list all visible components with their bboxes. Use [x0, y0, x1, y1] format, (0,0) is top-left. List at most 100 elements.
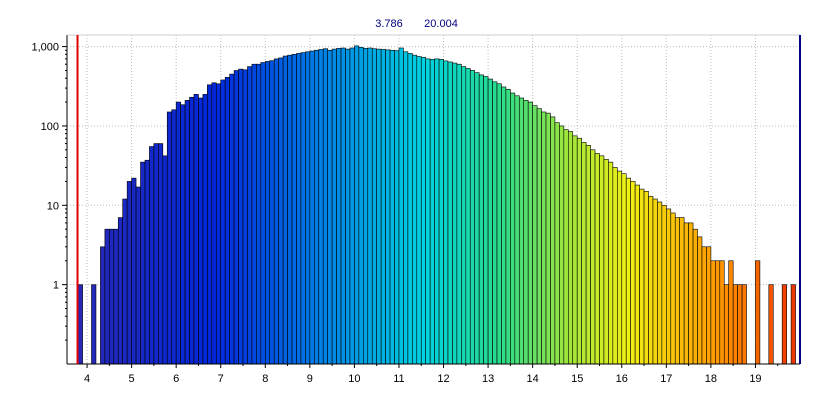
- histogram-bar: [617, 170, 623, 365]
- histogram-bar: [634, 184, 640, 365]
- histogram-bar: [278, 57, 284, 365]
- histogram-bar: [567, 131, 574, 365]
- histogram-bar: [122, 198, 128, 365]
- histogram-bar: [198, 97, 204, 365]
- histogram-bar: [572, 135, 578, 365]
- histogram-bar: [331, 48, 337, 365]
- histogram-bar: [594, 153, 600, 365]
- histogram-bar: [273, 58, 279, 365]
- histogram-bar: [144, 159, 150, 365]
- histogram-bar: [313, 49, 320, 365]
- histogram-bar: [166, 111, 173, 365]
- histogram-bar: [527, 101, 533, 365]
- range-max-label: 20.004: [424, 18, 458, 30]
- histogram-bar: [291, 53, 297, 365]
- histogram-bar: [755, 260, 761, 365]
- histogram-bar: [207, 84, 213, 365]
- x-tick-label: 18: [705, 373, 717, 385]
- histogram-bar: [523, 100, 529, 365]
- x-tick-label: 10: [348, 373, 360, 385]
- x-axis-ticks: 4 5 6 7 8 9 10 11 12 13 14 15 16 17 18 19: [84, 364, 779, 385]
- histogram-bar: [77, 284, 83, 365]
- histogram-bar: [728, 260, 734, 365]
- histogram-bar: [639, 188, 645, 365]
- histogram-bar: [135, 186, 141, 365]
- histogram-bar: [781, 284, 787, 365]
- histogram-bar: [741, 284, 747, 365]
- histogram-bar: [496, 83, 502, 365]
- histogram-bar: [576, 137, 582, 365]
- histogram-bar: [599, 155, 605, 365]
- histogram-bar: [175, 101, 181, 365]
- histogram-bar: [367, 47, 373, 365]
- histogram-bar: [532, 105, 538, 365]
- y-tick-label: 100: [41, 121, 59, 133]
- histogram-bar: [581, 142, 587, 365]
- histogram-bar: [220, 79, 226, 365]
- histogram-bar: [737, 284, 743, 365]
- histogram-bar: [363, 48, 369, 365]
- histogram-bar: [648, 195, 654, 365]
- histogram-bar: [625, 177, 631, 365]
- x-tick-label: 12: [437, 373, 449, 385]
- histogram-bar: [612, 167, 618, 365]
- histogram-bar: [715, 260, 721, 365]
- histogram-bar: [692, 228, 698, 365]
- histogram-bar: [189, 96, 195, 365]
- histogram-bar: [688, 222, 694, 365]
- histogram-bar: [438, 59, 444, 365]
- range-min-label: 3.786: [375, 18, 403, 30]
- histogram-bar: [674, 217, 680, 365]
- histogram-bar: [465, 68, 471, 365]
- histogram-bar: [318, 49, 324, 365]
- histogram-bar: [732, 284, 738, 365]
- histogram-bar: [701, 246, 707, 365]
- histogram-bar: [309, 50, 315, 365]
- histogram-bar: [305, 51, 311, 365]
- histogram-bar: [621, 173, 627, 365]
- histogram-bar: [251, 63, 257, 365]
- histogram-bar: [541, 111, 547, 365]
- x-tick-label: 11: [393, 373, 404, 385]
- histogram-bar: [358, 46, 364, 365]
- histogram-bar: [371, 48, 377, 365]
- histogram-bar: [398, 47, 404, 365]
- histogram-bar: [91, 284, 97, 365]
- histogram-bar: [126, 181, 132, 365]
- histogram-bar: [180, 104, 186, 365]
- histogram-bar: [483, 76, 489, 365]
- histogram-bar: [710, 260, 716, 365]
- histogram-bar: [661, 205, 667, 365]
- histogram-bar: [269, 60, 275, 365]
- histogram-bar: [603, 158, 609, 365]
- histogram-bar: [643, 191, 649, 365]
- x-tick-label: 7: [218, 373, 224, 385]
- histogram-bar: [679, 217, 685, 365]
- histogram-bar: [768, 284, 774, 365]
- histogram-bar: [140, 161, 146, 365]
- histogram-bar: [412, 54, 418, 365]
- histogram-bar: [109, 228, 115, 365]
- histogram-bar: [233, 70, 239, 365]
- histogram-bar: [559, 125, 565, 365]
- histogram-bar: [264, 61, 271, 365]
- histogram-bar: [670, 212, 676, 365]
- histogram-bar: [550, 116, 556, 365]
- plot-frame: [66, 34, 800, 365]
- y-tick-label: 1: [53, 280, 59, 292]
- histogram-bar: [518, 97, 525, 365]
- histogram-bar: [452, 62, 458, 365]
- histogram-bar: [336, 48, 342, 365]
- histogram-bar: [403, 51, 409, 365]
- histogram-bar: [327, 49, 333, 365]
- histogram-bar: [666, 208, 672, 365]
- histogram-bar: [184, 100, 190, 365]
- histogram-bar: [478, 74, 484, 365]
- x-tick-label: 17: [660, 373, 672, 385]
- histogram-bar: [554, 122, 560, 365]
- histogram-bar: [376, 48, 382, 365]
- histogram-bar: [287, 54, 293, 365]
- histogram-bar: [211, 82, 217, 365]
- x-tick-label: 15: [571, 373, 583, 385]
